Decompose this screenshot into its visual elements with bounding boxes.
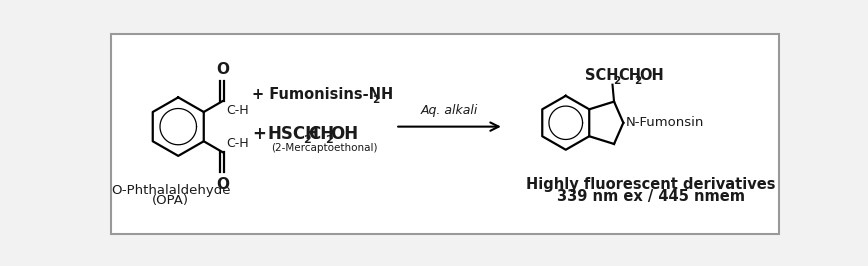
Text: CH: CH xyxy=(618,68,641,83)
Text: CH: CH xyxy=(307,125,334,143)
Text: OH: OH xyxy=(330,125,358,143)
Text: 2: 2 xyxy=(303,135,311,145)
Text: 339 nm ex / 445 nmem: 339 nm ex / 445 nmem xyxy=(557,189,745,204)
Text: 2: 2 xyxy=(326,135,333,145)
Text: +: + xyxy=(252,125,266,143)
Text: C-H: C-H xyxy=(227,103,249,117)
Text: 2: 2 xyxy=(372,95,379,105)
Text: 2: 2 xyxy=(635,76,641,86)
Text: Aq. alkali: Aq. alkali xyxy=(421,104,478,117)
Text: 2: 2 xyxy=(614,76,621,86)
FancyBboxPatch shape xyxy=(111,34,779,234)
Text: C-H: C-H xyxy=(227,137,249,150)
Text: O: O xyxy=(216,177,229,192)
Text: Highly fluorescent derivatives: Highly fluorescent derivatives xyxy=(526,177,776,192)
Text: O: O xyxy=(216,62,229,77)
Text: OH: OH xyxy=(639,68,664,83)
Text: N-Fumonsin: N-Fumonsin xyxy=(626,116,704,129)
Text: HSCH: HSCH xyxy=(267,125,319,143)
Text: (2-Mercaptoethonal): (2-Mercaptoethonal) xyxy=(271,143,378,153)
Text: (OPA): (OPA) xyxy=(152,194,189,207)
Text: SCH: SCH xyxy=(585,68,619,83)
Text: + Fumonisins-NH: + Fumonisins-NH xyxy=(252,87,393,102)
Text: O-Phthalaldehyde: O-Phthalaldehyde xyxy=(111,184,230,197)
